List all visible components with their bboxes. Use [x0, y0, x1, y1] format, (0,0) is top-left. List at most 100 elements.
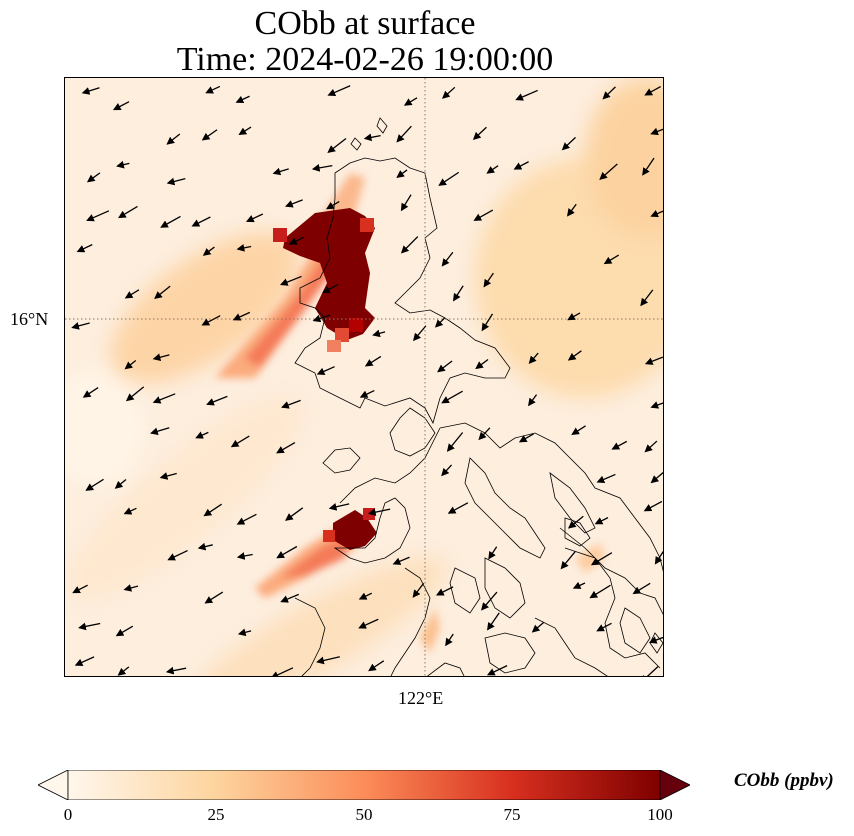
wind-arrow [237, 628, 252, 637]
wind-arrow [437, 360, 453, 373]
wind-arrow [279, 275, 302, 286]
wind-arrow [116, 160, 130, 169]
colorbar-over-extend [659, 770, 690, 800]
wind-arrow [475, 359, 489, 370]
wind-arrow [486, 665, 508, 676]
wind-arrow [403, 97, 418, 106]
wind-arrow [644, 85, 661, 96]
wind-arrow [487, 612, 500, 631]
wind-arrow [603, 254, 620, 265]
wind-arrow [488, 546, 498, 560]
wind-arrow [327, 138, 347, 154]
wind-arrow [560, 551, 576, 570]
wind-arrow [396, 169, 408, 178]
wind-arrow [442, 86, 456, 99]
wind-arrow [412, 582, 425, 598]
wind-arrow [123, 507, 137, 515]
colorbar-label: CObb (ppbv) [734, 770, 834, 791]
wind-arrow [642, 157, 655, 176]
wind-arrow [280, 593, 300, 603]
wind-arrow [594, 517, 609, 525]
wind-arrow [150, 427, 170, 436]
wind-arrow [472, 126, 487, 141]
wind-arrow [316, 366, 335, 375]
plume-north-core [273, 208, 375, 352]
wind-arrow [434, 317, 446, 328]
wind-arrow [650, 471, 663, 484]
wind-arrow [640, 666, 659, 676]
map-canvas [65, 78, 663, 676]
wind-arrow [368, 660, 385, 672]
colorbar-tick-0: 0 [63, 805, 73, 824]
wind-arrow [124, 360, 137, 370]
wind-arrow [86, 210, 110, 222]
wind-arrow [363, 133, 381, 142]
wind-arrow [232, 311, 251, 321]
colorbar-tick-75: 75 [503, 805, 521, 824]
colorbar-body [67, 770, 661, 800]
wind-arrow [513, 161, 529, 170]
wind-arrow [567, 515, 584, 529]
wind-arrow [206, 395, 228, 406]
wind-arrow [205, 85, 221, 94]
wind-arrow [236, 513, 257, 525]
wind-arrow [201, 129, 218, 141]
wind-arrow [71, 322, 90, 330]
wind-arrow [117, 666, 130, 676]
wind-arrow [571, 425, 586, 435]
wind-arrow [372, 329, 386, 338]
wind-arrow [435, 586, 454, 596]
wind-arrow [152, 353, 170, 362]
wind-arrow [446, 432, 464, 452]
wind-arrow [654, 551, 663, 565]
wind-arrow [74, 656, 95, 666]
wind-arrow [650, 401, 663, 409]
wind-arrow [114, 478, 127, 489]
wind-arrow [276, 545, 298, 559]
coastlines [294, 117, 663, 676]
wind-arrow [486, 165, 499, 174]
wind-arrow [531, 621, 545, 633]
wind-arrow [272, 167, 289, 176]
wind-arrow [328, 503, 350, 511]
wind-arrow [125, 386, 145, 402]
wind-arrow [118, 205, 138, 219]
wind-vectors [71, 85, 663, 676]
wind-arrow [572, 581, 586, 589]
wind-arrow [602, 86, 616, 100]
wind-arrow [413, 325, 427, 342]
wind-arrow [596, 473, 616, 484]
wind-arrow [288, 236, 305, 245]
wind-arrow [452, 285, 464, 302]
wind-arrow [78, 622, 101, 631]
wind-arrow [201, 315, 221, 326]
wind-arrow [152, 393, 176, 404]
wind-arrow [483, 272, 494, 288]
wind-arrow [611, 440, 628, 450]
wind-arrow [473, 209, 494, 221]
wind-arrow [160, 215, 181, 228]
wind-arrow [123, 584, 139, 592]
wind-arrow [165, 666, 187, 675]
wind-arrow [364, 355, 382, 367]
wind-arrow [236, 552, 253, 560]
wind-arrow [445, 633, 454, 647]
wind-arrow [195, 431, 209, 439]
wind-arrow [367, 508, 391, 516]
wind-arrow [236, 244, 252, 252]
wind-arrow [115, 625, 134, 637]
wind-arrow [154, 285, 171, 300]
wind-arrow [316, 656, 340, 665]
wind-arrow [167, 549, 188, 561]
wind-arrow [632, 582, 651, 595]
wind-arrow [81, 87, 100, 95]
wind-arrow [567, 350, 582, 361]
colorbar-tick-100: 100 [647, 805, 673, 824]
wind-arrow [441, 251, 454, 267]
wind-arrow [285, 199, 303, 208]
wind-arrow [400, 236, 419, 254]
wind-arrow [322, 284, 339, 294]
wind-arrow [204, 591, 224, 604]
wind-arrow [643, 500, 663, 512]
wind-arrow [441, 464, 453, 477]
